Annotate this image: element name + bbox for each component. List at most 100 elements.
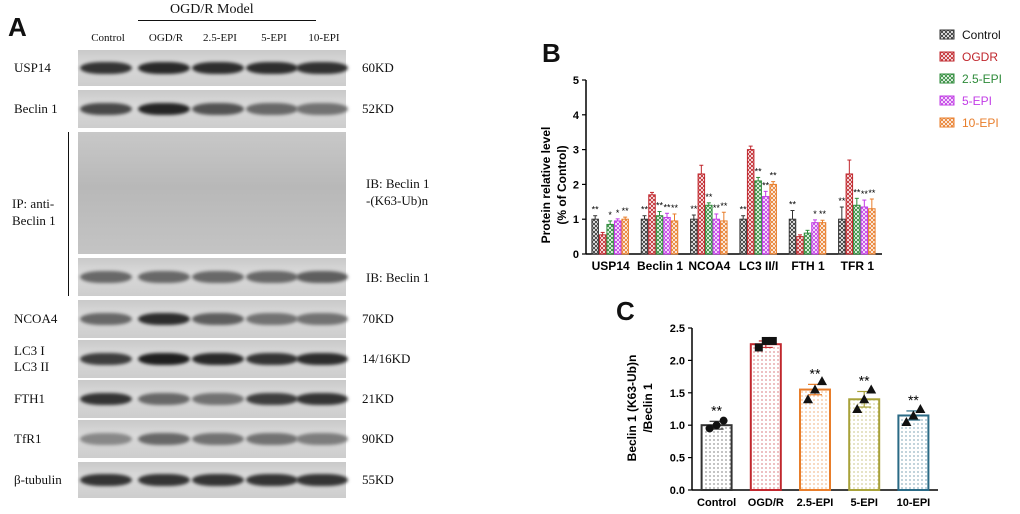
panel-b-bar (761, 196, 770, 255)
group-bracket-line (138, 20, 316, 21)
panel-b-ylabel-line2: (% of Control) (555, 145, 569, 224)
blot-size-label: 55KD (362, 472, 394, 487)
panel-c-x-tick-label: 5-EPI (850, 497, 878, 509)
panel-b-bar (697, 173, 706, 255)
panel-c-y-tick-label: 1.5 (670, 388, 685, 400)
panel-b-legend-label: 2.5-EPI (962, 72, 1002, 86)
panel-c-letter: C (616, 296, 635, 326)
lane-label: OGD/R (148, 32, 184, 44)
lane-label: 10-EPI (308, 32, 340, 44)
blot-band (246, 474, 298, 486)
blot-band (138, 433, 190, 445)
blot-band (80, 474, 132, 486)
blot-protein-label: FTH1 (14, 391, 46, 406)
panel-b-legend-swatch (939, 73, 955, 84)
blot-band (80, 271, 132, 283)
blot-band (192, 393, 244, 405)
blot-band (192, 103, 244, 115)
panel-c-y-tick-label: 2.5 (670, 323, 685, 335)
blot-size-label: 21KD (362, 391, 394, 406)
blot-protein-label: LC3 I (14, 343, 45, 358)
panel-b-significance: ** (755, 166, 763, 176)
panel-b-legend-swatch (939, 95, 955, 106)
panel-b-bar (769, 183, 777, 255)
panel-c-bar (799, 388, 831, 491)
panel-b-bar (655, 215, 664, 255)
ip-label-line1: IP: anti- (12, 196, 55, 211)
panel-c-data-point (803, 394, 813, 404)
panel-b-significance: * (616, 208, 620, 218)
panel-c-y-tick-label: 0.0 (670, 485, 685, 497)
panel-c-y-tick-label: 1.0 (670, 420, 685, 432)
panel-b-bar (591, 218, 599, 255)
panel-c-ylabel-line1: Beclin 1 (K63-Ub)n (625, 355, 639, 462)
blot-protein-label: β-tubulin (14, 472, 62, 487)
blot-band (246, 433, 298, 445)
panel-a-letter: A (8, 12, 27, 42)
blot-band (80, 103, 132, 115)
panel-c-data-point (810, 384, 820, 394)
panel-b-significance: ** (861, 189, 869, 199)
blot-band (296, 474, 348, 486)
panel-b-significance: ** (770, 171, 778, 181)
panel-b-bar (739, 218, 747, 255)
blot-band (192, 433, 244, 445)
panel-b-bar (720, 220, 728, 255)
blot-strip (78, 50, 348, 86)
ip-ub-smear-blot (78, 132, 346, 254)
panel-b-significance: ** (740, 205, 748, 215)
panel-b-bar (670, 220, 679, 255)
panel-b-significance: ** (705, 192, 713, 202)
panel-b-bar (690, 218, 698, 255)
blot-band (246, 393, 298, 405)
panel-b-y-tick-label: 4 (573, 110, 580, 122)
blot-band (246, 353, 298, 365)
panel-b-significance: ** (853, 187, 861, 197)
blot-strip (78, 420, 348, 458)
panel-b-y-tick-label: 3 (573, 145, 579, 157)
panel-b-legend-swatch (939, 117, 955, 128)
blot-band (192, 474, 244, 486)
panel-b-significance: ** (690, 204, 698, 214)
panel-b-x-tick-label: USP14 (592, 259, 630, 273)
panel-c-data-point (761, 336, 770, 345)
blot-band (192, 62, 244, 74)
lane-label: 2.5-EPI (203, 32, 237, 44)
panel-b-significance: * (608, 210, 612, 220)
panel-b-legend-swatch (939, 51, 955, 62)
blot-band (192, 271, 244, 283)
panel-b-bar (640, 218, 649, 255)
panel-c-ylabel-line2: /Beclin 1 (641, 383, 655, 433)
blot-band (296, 271, 348, 283)
panel-b-significance: ** (789, 200, 797, 210)
ip-bracket-line (68, 132, 69, 296)
panel-c-bar (848, 398, 881, 491)
panel-c-y-tick-label: 0.5 (670, 453, 685, 465)
panel-c-significance: ** (810, 365, 821, 381)
blot-strip (78, 90, 348, 128)
blot-band (192, 313, 244, 325)
panel-c-data-point (859, 394, 870, 404)
panel-c-bar (749, 343, 782, 492)
panel-c-significance: ** (711, 402, 722, 418)
blot-band (80, 393, 132, 405)
panel-b-bar (853, 204, 861, 255)
blot-strip (78, 300, 348, 338)
panel-c-x-tick-label: Control (697, 497, 736, 509)
blot-size-label: 14/16KD (362, 351, 411, 366)
blot-size-label: 60KD (362, 60, 394, 75)
panel-b-significance: ** (838, 196, 846, 206)
blot-band (80, 62, 132, 74)
panel-b-legend-swatch (939, 29, 955, 40)
ib-beclin-blot (78, 258, 348, 296)
panel-b-bar (705, 204, 713, 255)
blot-protein-label: TfR1 (14, 431, 42, 446)
panel-b-bar (860, 206, 869, 255)
blot-band (296, 62, 348, 74)
panel-b-bar (613, 220, 622, 255)
panel-c-significance: ** (859, 373, 870, 389)
panel-b-legend-label: Control (962, 28, 1001, 42)
lane-label: 5-EPI (261, 32, 287, 44)
panel-b-x-tick-label: Beclin 1 (637, 259, 683, 273)
blot-strip (78, 380, 348, 418)
